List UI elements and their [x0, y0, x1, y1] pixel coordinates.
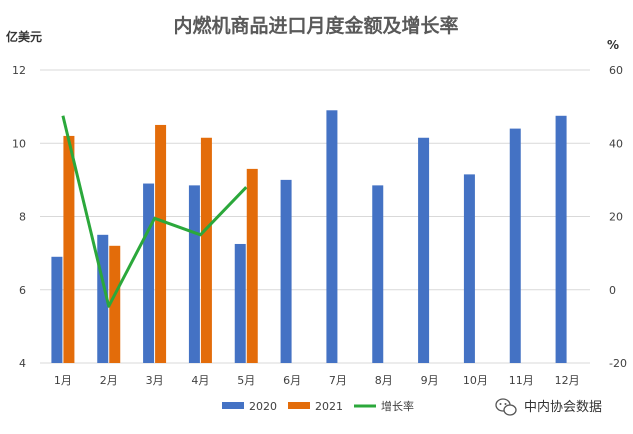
- bar-2021-3月: [155, 124, 167, 363]
- bar-2020-8月: [372, 185, 384, 363]
- growth-line: [61, 115, 248, 308]
- x-tick-label: 4月: [191, 374, 209, 387]
- bar-2020-12月: [555, 115, 567, 363]
- x-tick-label: 6月: [283, 374, 301, 387]
- y-left-tick-label: 10: [12, 137, 26, 150]
- x-tick-label: 2月: [100, 374, 118, 387]
- x-tick-label: 10月: [463, 374, 488, 387]
- legend-label-2021: 2021: [315, 400, 343, 413]
- y-right-tick-label: 60: [609, 64, 623, 77]
- bar-2020-1月: [51, 256, 63, 363]
- y-left-tick-label: 12: [12, 64, 26, 77]
- watermark: 中内协会数据: [495, 398, 602, 416]
- watermark-text: 中内协会数据: [524, 399, 602, 415]
- gridlines: [40, 69, 590, 364]
- right-axis-unit: %: [607, 38, 619, 52]
- bar-2020-11月: [509, 128, 521, 363]
- bar-2021-2月: [109, 245, 121, 363]
- bar-2021-4月: [200, 137, 212, 363]
- bar-2020-3月: [143, 183, 155, 363]
- legend-label-2020: 2020: [249, 400, 277, 413]
- x-tick-label: 3月: [146, 374, 164, 387]
- y-right-tick-label: 20: [609, 211, 623, 224]
- legend-swatch-2020: [222, 402, 244, 409]
- bar-2020-10月: [463, 174, 475, 363]
- x-tick-label: 8月: [375, 374, 393, 387]
- y-right-tick-label: 0: [609, 284, 616, 297]
- bar-2020-2月: [97, 234, 109, 363]
- bar-2020-5月: [234, 243, 246, 363]
- y-left-tick-label: 6: [19, 284, 26, 297]
- y-right-tick-label: 40: [609, 137, 623, 150]
- bar-2020-9月: [418, 137, 430, 363]
- wechat-icon: [495, 398, 517, 416]
- x-tick-label: 9月: [421, 374, 439, 387]
- tick-labels: 4 6 8 10 12 -20 0 20 40 60 1月 2月 3月 4月 5月 6月 7月 8月 9月 10月 11…: [12, 64, 627, 387]
- bar-2021-5月: [246, 168, 258, 363]
- bar-2021-1月: [63, 135, 75, 363]
- left-axis-unit: 亿美元: [6, 29, 42, 44]
- x-tick-label: 7月: [329, 374, 347, 387]
- y-left-tick-label: 8: [19, 211, 26, 224]
- legend-label-增长率: 增长率: [381, 399, 414, 413]
- bars: [51, 110, 567, 363]
- x-tick-label: 11月: [509, 374, 534, 387]
- bar-2020-6月: [280, 179, 292, 363]
- legend-swatch-2021: [288, 402, 310, 409]
- x-tick-label: 1月: [54, 374, 72, 387]
- x-tick-label: 12月: [555, 374, 580, 387]
- bar-2020-4月: [188, 185, 200, 363]
- legend: 2020 2021 增长率: [222, 399, 414, 413]
- y-left-tick-label: 4: [19, 357, 26, 370]
- x-tick-label: 5月: [237, 374, 255, 387]
- line-series-增长率: [61, 115, 248, 308]
- chart-title: 内燃机商品进口月度金额及增长率: [173, 14, 458, 37]
- y-right-tick-label: -20: [609, 357, 627, 370]
- bar-2020-7月: [326, 110, 338, 363]
